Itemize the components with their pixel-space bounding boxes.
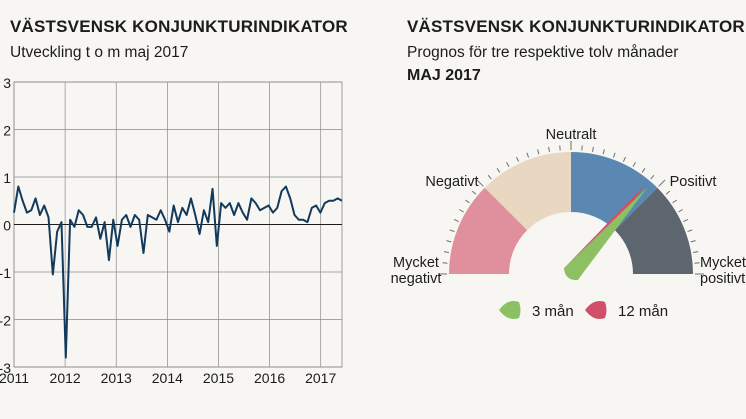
y-tick-label: -3 [0, 360, 11, 376]
gauge-segment-positivt [571, 152, 658, 231]
x-tick-label: 2015 [203, 370, 234, 386]
gauge-tick [602, 149, 605, 155]
gauge-tick [526, 152, 530, 158]
gauge-tick [678, 209, 683, 213]
gauge-tick [459, 209, 464, 213]
gauge-tick [687, 229, 693, 233]
gauge-tick [622, 156, 626, 162]
gauge-tick [453, 219, 459, 223]
left-chart-subtitle: Utveckling t o m maj 2017 [10, 44, 189, 61]
gauge-segment-mycket-negativt [449, 187, 528, 274]
y-tick-label: 2 [3, 123, 11, 139]
legend-swatch-3-man [499, 301, 521, 319]
x-tick-label: 2016 [254, 370, 285, 386]
gauge-tick [487, 174, 492, 180]
gauge-tick [446, 240, 452, 243]
gauge-tick [443, 251, 449, 253]
gauge-tick [449, 229, 455, 233]
gauge-tick [665, 190, 671, 195]
gauge-tick [650, 174, 655, 180]
gauge-tick [496, 168, 501, 173]
gauge-tick [672, 199, 677, 204]
y-tick-label: 1 [3, 170, 11, 186]
right-chart-title: VÄSTSVENSK KONJUNKTURINDIKATOR [407, 17, 745, 36]
gauge-tick [612, 152, 616, 158]
gauge-tick [632, 162, 636, 167]
gauge-label: Positivt [670, 174, 717, 190]
gauge-tick [548, 146, 550, 152]
gauge-tick [683, 219, 689, 223]
x-tick-label: 2017 [305, 370, 336, 386]
y-tick-label: -1 [0, 265, 11, 281]
left-chart-title: VÄSTSVENSK KONJUNKTURINDIKATOR [10, 17, 348, 36]
legend-label-12-man: 12 mån [618, 303, 668, 320]
gauge-label: negativt [391, 271, 442, 287]
gauge-label: Mycket [700, 255, 746, 271]
x-tick-label: 2014 [152, 370, 183, 386]
gauge-tick [641, 168, 646, 173]
gauge-segment-mycket-positivt [614, 187, 693, 274]
legend-swatch-12-man [585, 301, 607, 319]
gauge-tick [516, 156, 520, 162]
gauge-tick [658, 179, 666, 187]
gauge-tick [537, 149, 540, 155]
series-line [13, 185, 343, 359]
gauge-label: positivt [700, 271, 745, 287]
right-chart-period: MAJ 2017 [407, 67, 481, 84]
x-tick-label: 2011 [0, 370, 29, 386]
gauge-tick [592, 146, 594, 152]
needle-3-man [564, 186, 648, 280]
gauge-tick [471, 190, 477, 195]
x-tick-label: 2013 [101, 370, 132, 386]
gauge-segment-negativt [484, 152, 571, 231]
gauge-tick [506, 162, 510, 167]
gauge-label: Mycket [393, 255, 439, 271]
y-tick-label: -2 [0, 313, 11, 329]
y-tick-label: 3 [3, 75, 11, 91]
gauge-tick [476, 179, 484, 187]
gauge-label: Neutralt [546, 127, 597, 143]
gauge-tick [690, 240, 696, 243]
right-chart-subtitle: Prognos för tre respektive tolv månader [407, 44, 679, 61]
gauge-tick-ring [438, 141, 704, 275]
x-tick-label: 2012 [50, 370, 81, 386]
gauge-tick [693, 251, 699, 253]
legend-label-3-man: 3 mån [532, 303, 574, 320]
y-tick-label: 0 [3, 218, 11, 234]
gauge-label: Negativt [425, 174, 478, 190]
gauge-tick [465, 199, 470, 204]
